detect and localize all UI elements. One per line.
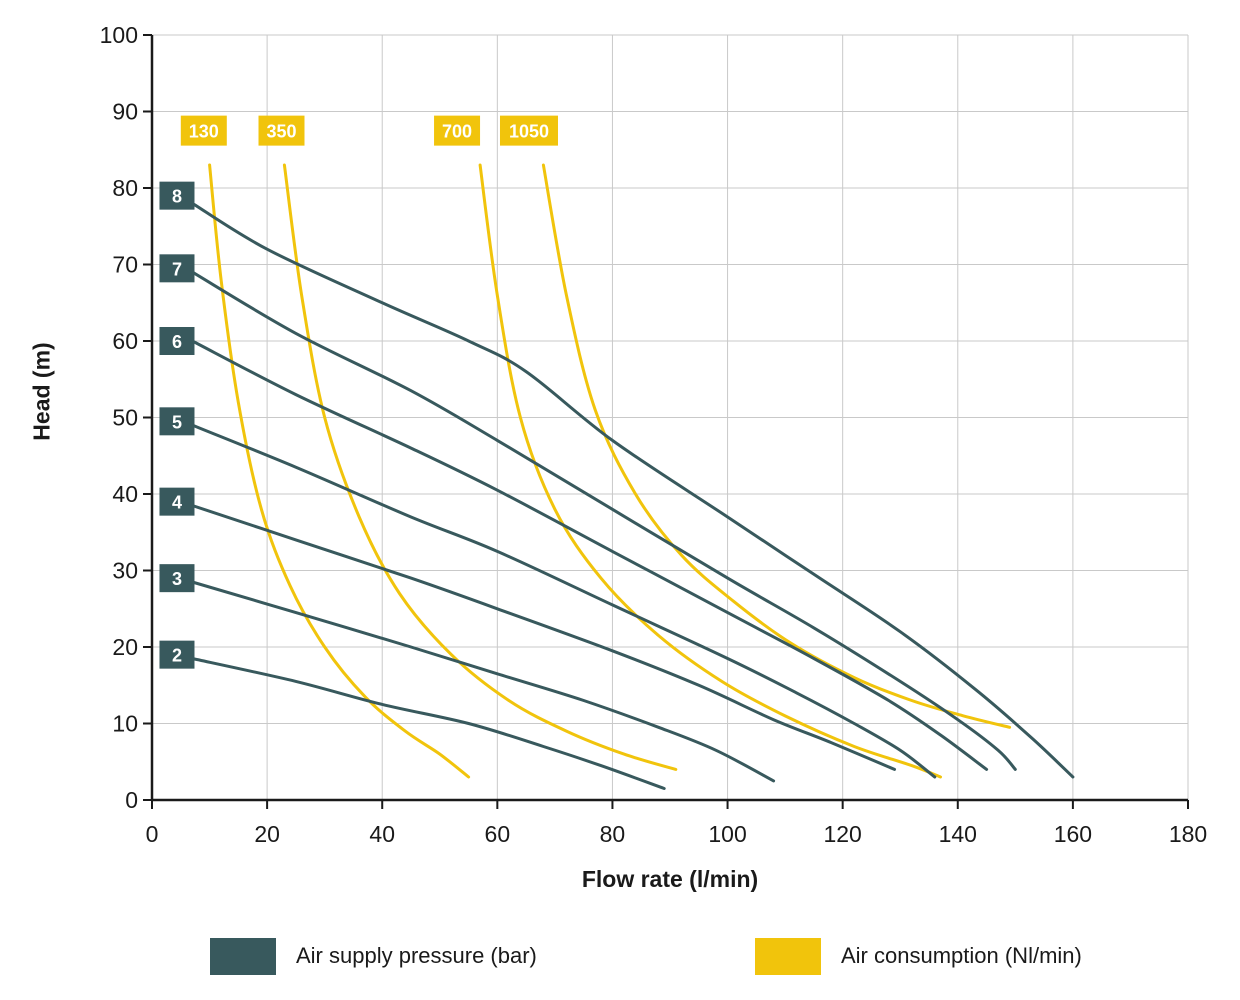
x-tick-label: 40 xyxy=(369,821,395,847)
pressure-curve-5bar xyxy=(190,423,937,779)
pressure-badge-5 xyxy=(159,407,195,436)
y-tick-label: 70 xyxy=(112,252,138,278)
consumption-badge-700 xyxy=(434,115,481,146)
y-tick-label: 90 xyxy=(112,99,138,125)
pressure-curve-2bar xyxy=(190,657,666,790)
consumption-badge-350 xyxy=(258,115,305,146)
y-tick-label: 100 xyxy=(100,22,138,48)
air-consumption-curve-350 xyxy=(282,163,678,771)
pressure-badge-label: 3 xyxy=(172,569,182,589)
consumption-legend-swatch xyxy=(755,937,821,975)
x-tick-label: 20 xyxy=(254,821,280,847)
y-tick-label: 50 xyxy=(112,405,138,431)
consumption-badge-130 xyxy=(180,115,227,146)
pressure-badge-4 xyxy=(159,487,195,516)
pressure-curve-4bar xyxy=(190,504,896,771)
pressure-badge-label: 4 xyxy=(172,493,182,513)
pressure-curve-7bar xyxy=(190,270,1017,771)
x-tick-label: 160 xyxy=(1054,821,1092,847)
y-tick-label: 40 xyxy=(112,481,138,507)
consumption-legend-label: Air consumption (Nl/min) xyxy=(841,943,1082,968)
pressure-legend-label: Air supply pressure (bar) xyxy=(296,943,537,968)
pressure-legend-swatch xyxy=(210,937,276,975)
y-tick-label: 0 xyxy=(125,787,138,813)
consumption-badge-label: 700 xyxy=(442,122,472,142)
pressure-curve-8bar xyxy=(190,201,1075,779)
pressure-badge-label: 5 xyxy=(172,412,182,432)
x-tick-label: 80 xyxy=(600,821,626,847)
y-tick-label: 30 xyxy=(112,558,138,584)
pressure-badge-7 xyxy=(159,254,195,283)
y-tick-label: 20 xyxy=(112,634,138,660)
x-tick-label: 100 xyxy=(708,821,746,847)
pressure-badge-3 xyxy=(159,564,195,593)
pressure-badge-label: 2 xyxy=(172,646,182,666)
y-tick-label: 80 xyxy=(112,175,138,201)
x-axis-title: Flow rate (l/min) xyxy=(581,866,759,892)
air-consumption-curve-130 xyxy=(208,163,471,779)
pressure-badge-label: 7 xyxy=(172,259,182,279)
x-tick-label: 180 xyxy=(1169,821,1207,847)
air-consumption-curve-1050 xyxy=(541,163,1012,729)
x-tick-label: 0 xyxy=(146,821,159,847)
consumption-badge-label: 130 xyxy=(189,122,219,142)
pressure-badge-8 xyxy=(159,181,195,210)
consumption-badge-label: 350 xyxy=(266,122,296,142)
pressure-badge-label: 6 xyxy=(172,332,182,352)
legend-item-consumption: Air consumption (Nl/min) xyxy=(755,936,1082,976)
x-tick-label: 140 xyxy=(939,821,977,847)
y-axis-title: Head (m) xyxy=(28,342,55,441)
legend: Air supply pressure (bar) Air consumptio… xyxy=(0,936,1240,980)
pressure-badge-2 xyxy=(159,640,195,669)
legend-item-pressure: Air supply pressure (bar) xyxy=(210,936,537,976)
consumption-badge-label: 1050 xyxy=(509,122,549,142)
y-tick-label: 60 xyxy=(112,328,138,354)
pressure-curve-3bar xyxy=(190,580,776,783)
air-consumption-curve-700 xyxy=(478,163,942,779)
pressure-curve-6bar xyxy=(190,339,989,771)
pressure-badge-6 xyxy=(159,327,195,355)
pressure-badge-label: 8 xyxy=(172,187,182,207)
x-tick-label: 120 xyxy=(823,821,861,847)
y-tick-label: 10 xyxy=(112,711,138,737)
consumption-badge-1050 xyxy=(499,115,558,146)
x-tick-label: 60 xyxy=(485,821,511,847)
